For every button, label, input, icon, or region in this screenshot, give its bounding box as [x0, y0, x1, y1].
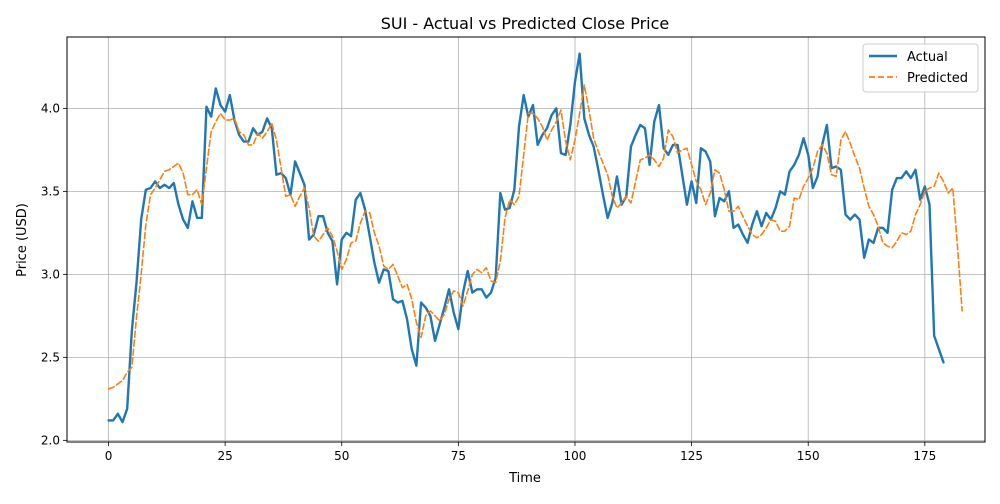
series-layer	[107, 52, 963, 424]
x-tick-label: 175	[913, 449, 936, 463]
legend-label-actual: Actual	[907, 50, 948, 65]
x-tick-label: 0	[105, 449, 113, 463]
axis-ticks: 0 25 50 75 100 125 150 175 2.0 2.5 3.0 3.5 4.0	[41, 101, 936, 463]
series-line-actual	[107, 52, 945, 424]
x-tick-label: 150	[797, 449, 820, 463]
y-tick-label: 3.0	[41, 267, 60, 281]
legend-label-predicted: Predicted	[907, 71, 968, 86]
y-tick-label: 4.0	[41, 101, 60, 115]
y-tick-label: 3.5	[41, 184, 60, 198]
x-tick-label: 75	[451, 449, 466, 463]
x-axis-label: Time	[508, 471, 541, 486]
x-tick-label: 50	[334, 449, 349, 463]
chart-title: SUI - Actual vs Predicted Close Price	[381, 14, 670, 33]
x-tick-label: 25	[217, 449, 232, 463]
series-line-predicted	[107, 84, 963, 390]
x-tick-label: 100	[564, 449, 587, 463]
x-tick-label: 125	[680, 449, 703, 463]
y-tick-label: 2.5	[41, 350, 60, 364]
plot-frame	[66, 36, 986, 443]
y-axis-label: Price (USD)	[15, 203, 30, 277]
legend: Actual Predicted	[862, 43, 979, 93]
y-tick-label: 2.0	[41, 433, 60, 447]
